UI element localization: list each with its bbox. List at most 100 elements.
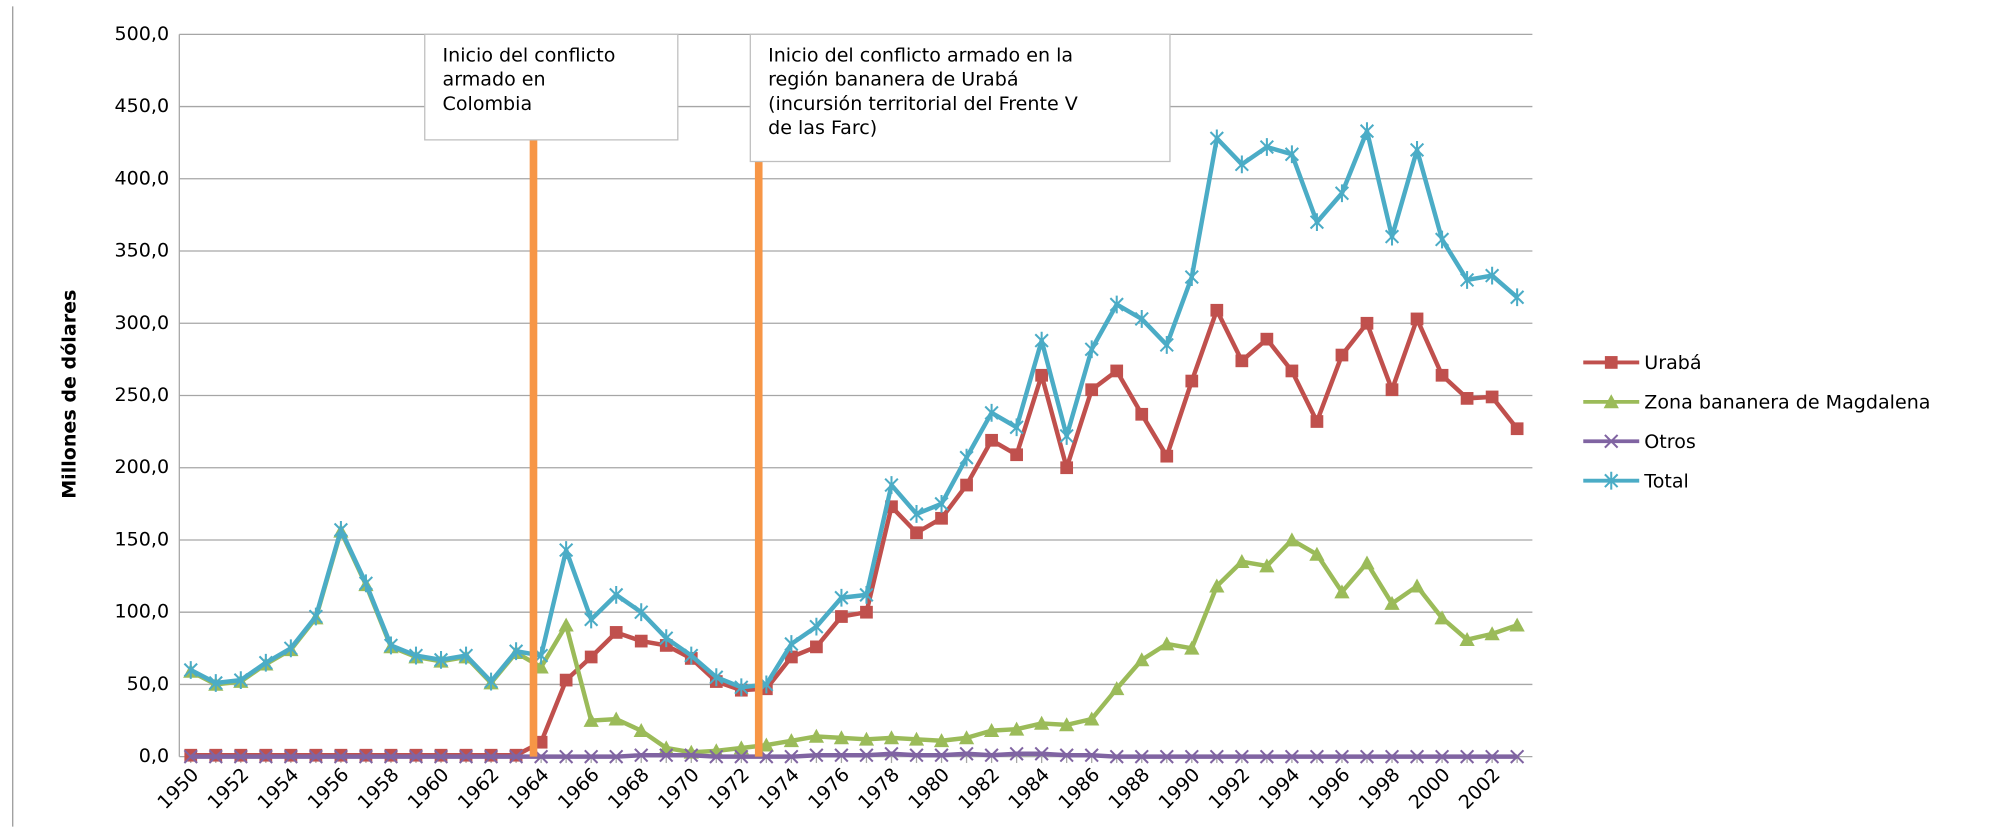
marker bbox=[1360, 316, 1374, 330]
legend-label: Otros bbox=[1644, 431, 1696, 453]
marker bbox=[910, 526, 923, 540]
marker bbox=[835, 610, 848, 623]
marker bbox=[609, 626, 623, 639]
marker bbox=[734, 678, 749, 697]
marker bbox=[983, 723, 1000, 738]
marker bbox=[659, 629, 674, 648]
marker bbox=[634, 748, 649, 763]
marker bbox=[358, 574, 374, 593]
marker bbox=[183, 661, 198, 679]
marker bbox=[1284, 145, 1299, 164]
marker bbox=[1334, 584, 1350, 599]
marker bbox=[959, 448, 974, 467]
marker bbox=[1309, 749, 1325, 764]
series: Urabá bbox=[184, 303, 1702, 762]
x-tick-label: 1972 bbox=[704, 764, 754, 814]
marker bbox=[308, 749, 323, 764]
marker bbox=[984, 748, 999, 763]
x-tick-label: 2002 bbox=[1455, 764, 1505, 814]
marker bbox=[1485, 390, 1499, 404]
marker bbox=[1184, 640, 1200, 655]
x-tick-label: 1976 bbox=[804, 764, 854, 814]
marker bbox=[559, 749, 574, 764]
annotation-text: Colombia bbox=[443, 93, 533, 115]
marker bbox=[884, 476, 899, 494]
marker bbox=[1135, 407, 1149, 421]
marker bbox=[1259, 749, 1274, 764]
x-tick-label: 1996 bbox=[1305, 764, 1355, 814]
series-line bbox=[189, 128, 1519, 690]
marker bbox=[408, 646, 424, 665]
marker bbox=[333, 520, 348, 539]
marker bbox=[1060, 461, 1074, 475]
x-tick-label: 1978 bbox=[854, 764, 904, 814]
legend-label: Zona bananera de Magdalena bbox=[1644, 392, 1930, 414]
marker bbox=[684, 748, 699, 763]
marker bbox=[1259, 558, 1275, 573]
marker bbox=[1284, 532, 1300, 547]
marker bbox=[1234, 749, 1249, 764]
series: Total bbox=[183, 122, 1689, 697]
x-tick-label: 1958 bbox=[354, 764, 404, 814]
annotation-text: Inicio del conflicto bbox=[443, 44, 616, 66]
marker bbox=[783, 733, 800, 748]
x-tick-label: 1956 bbox=[304, 764, 354, 814]
marker bbox=[960, 478, 973, 492]
marker bbox=[358, 749, 374, 764]
marker bbox=[1009, 418, 1024, 437]
y-axis-title: Millones de dólares bbox=[58, 290, 80, 499]
marker bbox=[1235, 354, 1249, 368]
legend-label: Total bbox=[1643, 470, 1689, 492]
series-line bbox=[190, 308, 1519, 758]
marker bbox=[833, 730, 850, 745]
marker bbox=[1209, 129, 1224, 148]
annotation-box bbox=[424, 33, 679, 141]
marker bbox=[934, 748, 949, 763]
marker bbox=[784, 635, 799, 653]
marker bbox=[559, 673, 573, 687]
marker bbox=[383, 749, 399, 764]
marker bbox=[1460, 271, 1475, 289]
marker bbox=[583, 712, 599, 727]
marker bbox=[659, 748, 674, 763]
marker bbox=[233, 749, 248, 764]
marker bbox=[609, 585, 624, 604]
marker bbox=[1359, 555, 1375, 570]
marker bbox=[1034, 715, 1050, 730]
marker bbox=[1109, 681, 1125, 696]
marker bbox=[1309, 213, 1325, 232]
marker bbox=[1434, 749, 1450, 764]
marker bbox=[1603, 394, 1619, 409]
series-line bbox=[190, 751, 1518, 759]
marker bbox=[1210, 303, 1224, 317]
marker bbox=[810, 640, 823, 654]
marker bbox=[1285, 364, 1299, 378]
marker bbox=[1509, 617, 1525, 632]
marker bbox=[1384, 595, 1400, 610]
marker bbox=[208, 674, 223, 692]
marker bbox=[1209, 578, 1225, 593]
x-tick-label: 1954 bbox=[254, 764, 304, 814]
marker bbox=[1359, 749, 1375, 764]
x-tick-label: 1968 bbox=[604, 764, 654, 814]
marker bbox=[1109, 749, 1124, 764]
marker bbox=[1309, 546, 1325, 561]
marker bbox=[258, 653, 273, 672]
y-tick-label: 500,0 bbox=[115, 23, 170, 45]
y-tick-label: 300,0 bbox=[115, 312, 170, 334]
marker bbox=[1459, 632, 1475, 647]
marker bbox=[1384, 749, 1400, 764]
marker bbox=[909, 505, 924, 523]
marker bbox=[1604, 434, 1619, 449]
x-tick-label: 1994 bbox=[1255, 764, 1305, 814]
x-tick-label: 1960 bbox=[404, 764, 454, 814]
marker bbox=[1234, 554, 1250, 568]
marker bbox=[808, 728, 825, 743]
marker bbox=[1385, 383, 1399, 397]
marker bbox=[859, 585, 874, 604]
marker bbox=[483, 672, 499, 691]
marker bbox=[959, 746, 974, 761]
marker bbox=[834, 588, 849, 607]
x-tick-label: 1998 bbox=[1355, 764, 1405, 814]
marker bbox=[208, 749, 223, 764]
